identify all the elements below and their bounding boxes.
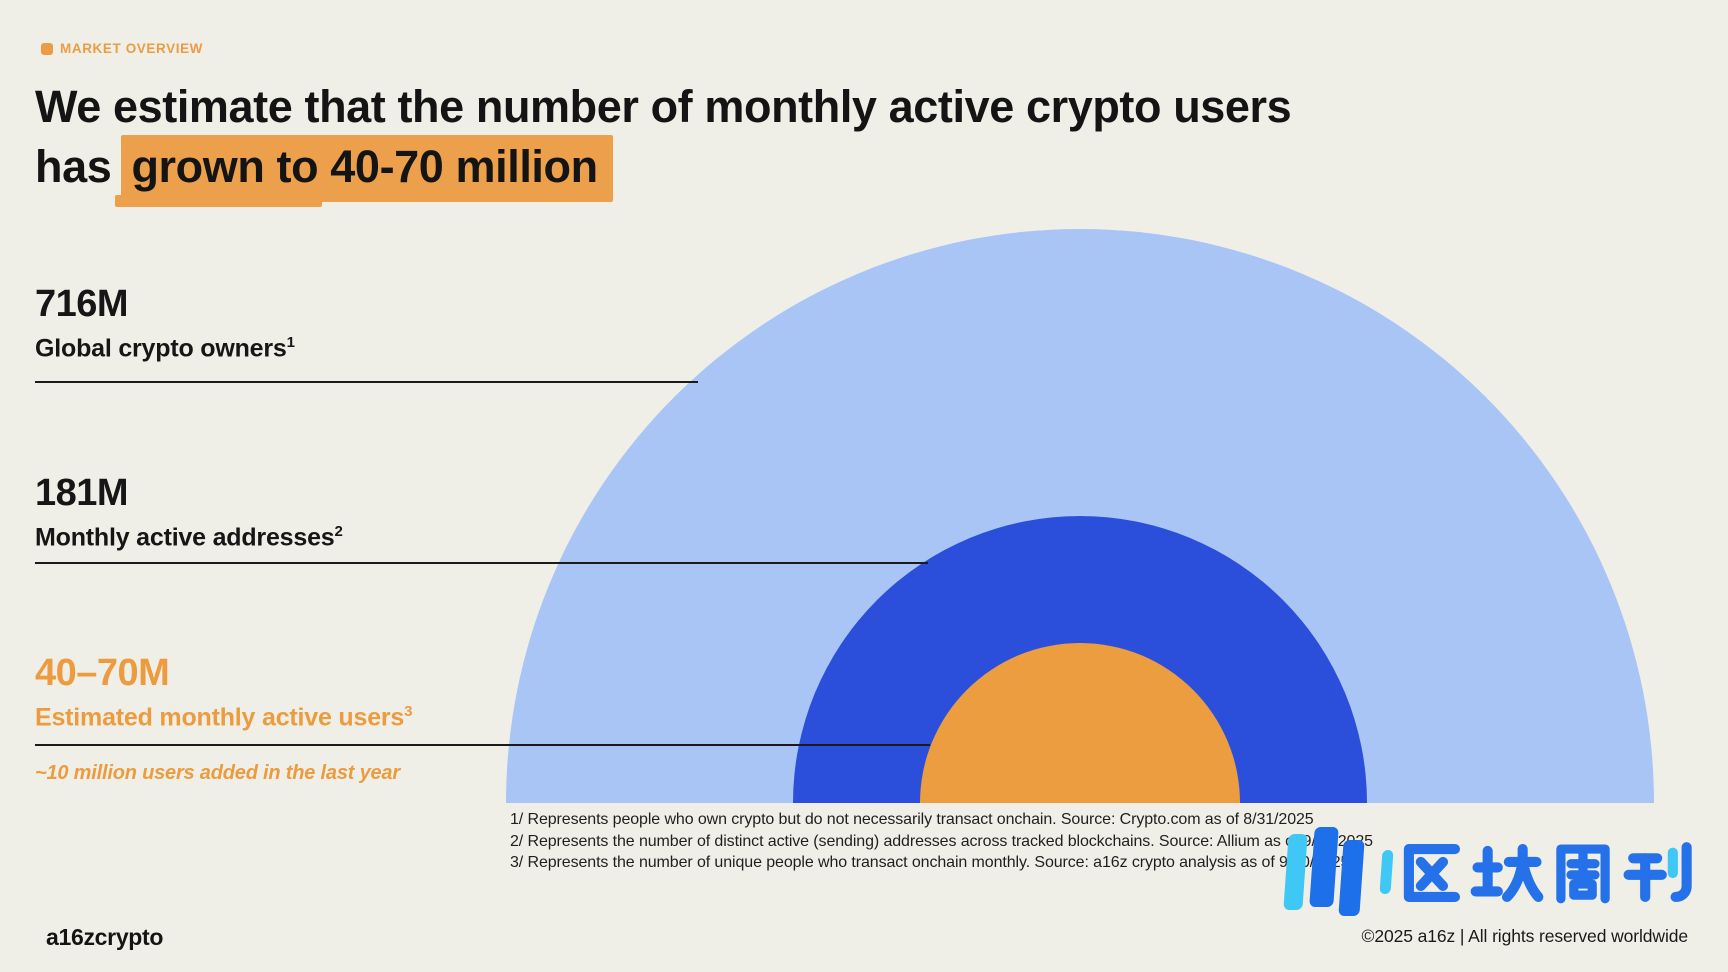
- title-highlight: grown to 40-70 million: [115, 135, 613, 207]
- footnote-1: 1/ Represents people who own crypto but …: [510, 811, 1314, 828]
- watermark-logo-bar-icon: [1309, 827, 1339, 907]
- metric-label: Monthly active addresses2: [35, 523, 343, 552]
- watermark-logo-bar-icon: [1379, 850, 1394, 894]
- eyebrow: MARKET OVERVIEW: [41, 41, 203, 56]
- metric-value: 40–70M: [35, 652, 170, 694]
- title-line1: We estimate that the number of monthly a…: [35, 81, 1292, 132]
- watermark-logo-bar-icon: [1338, 840, 1365, 916]
- watermark-char-qu-icon: [1403, 843, 1461, 903]
- eyebrow-label: MARKET OVERVIEW: [60, 41, 204, 56]
- footnote-mark: 3: [404, 703, 413, 720]
- footnote-2: 2/ Represents the number of distinct act…: [510, 832, 1373, 850]
- leader-line-global-crypto-owners: [35, 381, 698, 383]
- metric-label: Estimated monthly active users3: [35, 703, 413, 732]
- footnotes: 1/ Represents people who own crypto but …: [510, 809, 1373, 874]
- page-title: We estimate that the number of monthly a…: [35, 78, 1535, 207]
- metric-estimated-monthly-active-users: 40–70M Estimated monthly active users3: [35, 652, 413, 732]
- leader-line-estimated-monthly-active-users: [35, 744, 930, 746]
- footnote-mark: 1: [286, 334, 295, 351]
- watermark-char-kuai-icon: [1470, 843, 1544, 903]
- metric-value: 716M: [35, 283, 129, 325]
- copyright-text: ©2025 a16z | All rights reserved worldwi…: [1361, 926, 1689, 946]
- metric-global-crypto-owners: 716M Global crypto owners1: [35, 283, 295, 363]
- watermark-glyphs: [1393, 838, 1697, 908]
- watermark-logo-bar-icon: [1283, 834, 1308, 910]
- watermark-char-zhou-icon: [1556, 844, 1610, 904]
- metric-monthly-active-addresses: 181M Monthly active addresses2: [35, 472, 343, 552]
- brand-logo: a16zcrypto: [46, 924, 164, 950]
- footnote-mark: 2: [334, 523, 343, 540]
- watermark: 区块周刊: [1282, 822, 1712, 922]
- metric-label: Global crypto owners1: [35, 334, 295, 363]
- title-line2-prefix: has: [35, 141, 124, 192]
- leader-line-monthly-active-addresses: [35, 562, 928, 564]
- eyebrow-square-icon: [41, 42, 53, 55]
- watermark-char-kan-icon: [1623, 842, 1692, 903]
- title-highlight-text: grown to 40-70 million: [131, 141, 598, 192]
- footnote-3: 3/ Represents the number of unique peopl…: [510, 854, 1350, 871]
- growth-annotation: ~10 million users added in the last year: [35, 762, 400, 784]
- metric-value: 181M: [35, 472, 129, 514]
